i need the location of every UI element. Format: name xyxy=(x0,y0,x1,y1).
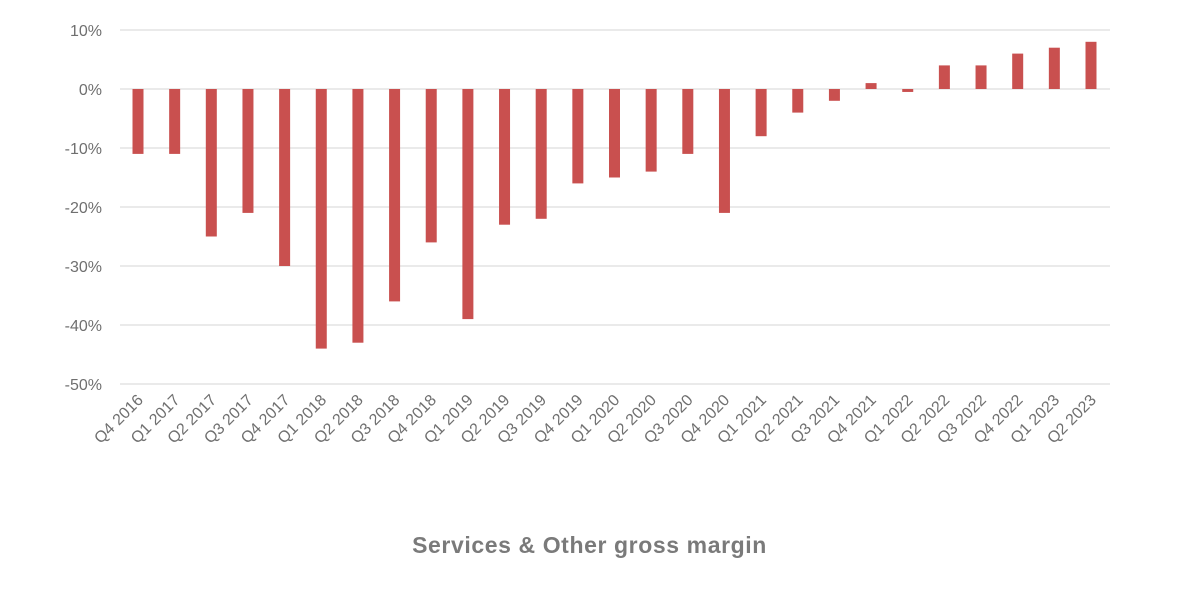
bar xyxy=(279,89,291,266)
bar xyxy=(205,89,217,237)
bar xyxy=(792,89,804,113)
y-tick-label: -30% xyxy=(65,259,102,276)
bar xyxy=(352,89,364,343)
bar xyxy=(682,89,694,154)
bar xyxy=(242,89,254,213)
bar xyxy=(315,89,327,349)
y-axis-ticks: 10% 0% -10% -20% -30% -40% -50% xyxy=(65,23,102,394)
bar xyxy=(1085,41,1097,89)
bar xyxy=(499,89,511,225)
bar xyxy=(462,89,474,320)
gridlines xyxy=(120,29,1110,385)
chart-title: Services & Other gross margin xyxy=(412,532,767,558)
bar xyxy=(902,89,914,92)
bar xyxy=(975,65,987,89)
y-tick-label: -20% xyxy=(65,200,102,217)
bars xyxy=(132,41,1097,349)
y-tick-label: 0% xyxy=(79,82,102,99)
y-tick-label: 10% xyxy=(70,23,102,40)
bar xyxy=(718,89,730,213)
bar xyxy=(535,89,547,219)
bar xyxy=(865,83,877,89)
bar xyxy=(132,89,144,154)
bar xyxy=(169,89,181,154)
bar xyxy=(755,89,767,137)
bar xyxy=(1048,47,1060,89)
bar xyxy=(938,65,950,89)
bar xyxy=(425,89,437,243)
bar xyxy=(609,89,620,178)
y-tick-label: -10% xyxy=(65,141,102,158)
bar xyxy=(389,89,401,302)
bar xyxy=(572,89,584,184)
bar xyxy=(1012,53,1024,89)
bar xyxy=(645,89,657,172)
y-tick-label: -40% xyxy=(65,318,102,335)
bar xyxy=(828,89,840,101)
y-tick-label: -50% xyxy=(65,377,102,394)
